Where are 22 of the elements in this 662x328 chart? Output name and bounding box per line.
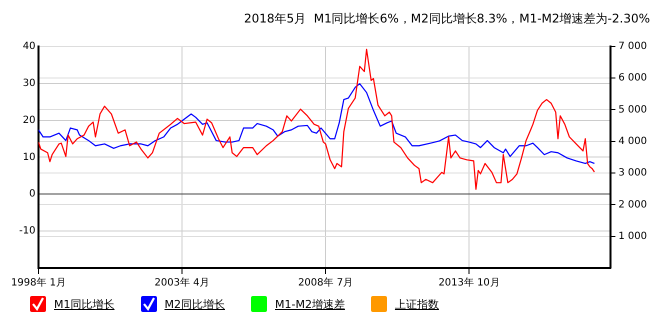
- legend-label: M1-M2增速差: [275, 296, 345, 312]
- y2-tick-label: 3 000: [618, 168, 648, 179]
- y-tick-label: 30: [22, 78, 36, 89]
- y2-tick-label: 5 000: [618, 104, 648, 116]
- legend-label: 上证指数: [394, 296, 439, 312]
- y-tick-label: 40: [22, 40, 36, 52]
- x-tick-label: 2008年 7月: [298, 276, 354, 289]
- y-tick-label: -10: [19, 226, 36, 237]
- x-tick-label: 2003年 4月: [154, 276, 210, 289]
- y2-tick-label: 1 000: [618, 230, 648, 242]
- x-tick-label: 1998年 1月: [10, 276, 66, 289]
- x-tick-label: 2013年 10月: [438, 276, 500, 289]
- y-tick-label: 0: [29, 188, 36, 200]
- legend-label: M1同比增长: [54, 296, 114, 312]
- y-tick-label: 20: [22, 114, 36, 126]
- y2-tick-label: 6 000: [618, 72, 648, 84]
- y-tick-label: 10: [22, 152, 36, 163]
- y2-tick-label: 7 000: [618, 40, 648, 52]
- legend-label: M2同比增长: [164, 296, 225, 312]
- y2-tick-label: 2 000: [618, 199, 648, 210]
- chart-title: 2018年5月 M1同比增长6%，M2同比增长8.3%，M1-M2增速差为-2.30%: [244, 11, 650, 26]
- y2-tick-label: 4 000: [618, 136, 648, 147]
